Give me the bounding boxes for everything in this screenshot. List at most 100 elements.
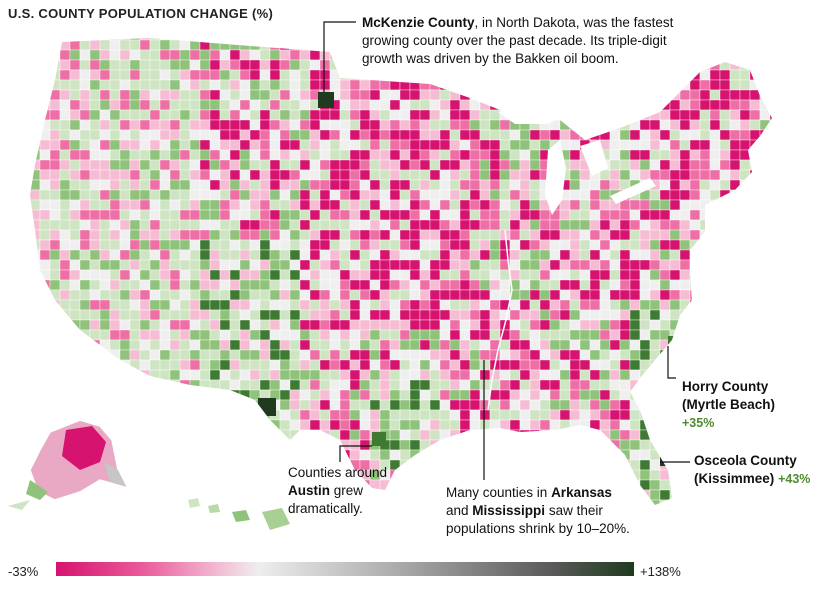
county-tile (419, 329, 431, 341)
county-tile (599, 109, 611, 121)
county-tile (649, 339, 661, 351)
county-tile (59, 149, 71, 161)
county-tile (309, 179, 321, 191)
county-tile (30, 209, 31, 221)
county-tile (439, 309, 451, 321)
county-tile (589, 339, 601, 351)
county-tile (49, 359, 61, 371)
county-tile (289, 269, 301, 281)
county-tile (429, 189, 441, 201)
county-tile (679, 189, 691, 201)
county-tile (759, 439, 771, 451)
county-tile (239, 419, 251, 431)
county-tile (589, 439, 601, 451)
county-tile (109, 79, 121, 91)
county-tile (599, 229, 611, 241)
mckenzie-annotation: McKenzie County, in North Dakota, was th… (362, 14, 673, 68)
county-tile (179, 339, 191, 351)
county-tile (49, 129, 61, 141)
county-tile (99, 369, 111, 381)
county-tile (639, 309, 651, 321)
county-tile (599, 269, 611, 281)
county-tile (579, 239, 591, 251)
county-tile (429, 459, 441, 471)
county-tile (489, 399, 501, 411)
county-tile (189, 209, 201, 221)
county-tile (189, 429, 201, 441)
county-tile (489, 169, 501, 181)
county-tile (489, 139, 501, 151)
county-tile (349, 209, 361, 221)
arkansas-line3: populations shrink by 10–20%. (446, 521, 630, 536)
county-tile (379, 449, 391, 461)
county-tile (629, 129, 641, 141)
county-tile (549, 269, 561, 281)
county-tile (109, 239, 121, 251)
county-tile (769, 499, 772, 505)
county-tile (199, 159, 211, 171)
county-tile (219, 229, 231, 241)
county-tile (239, 109, 251, 121)
county-tile (199, 379, 211, 391)
county-tile (269, 69, 281, 81)
county-tile (279, 99, 291, 111)
county-tile (729, 499, 741, 505)
county-tile (49, 159, 61, 171)
county-tile (319, 289, 331, 301)
county-tile (599, 319, 611, 331)
county-tile (709, 79, 721, 91)
county-tile (309, 69, 321, 81)
county-tile (279, 369, 291, 381)
county-tile (499, 379, 511, 391)
county-tile (439, 459, 451, 471)
county-tile (629, 249, 641, 261)
county-tile (689, 199, 701, 211)
county-tile (69, 359, 81, 371)
county-tile (659, 489, 671, 501)
county-tile (479, 359, 491, 371)
county-tile (499, 469, 511, 481)
county-tile (609, 319, 621, 331)
county-tile (629, 139, 641, 151)
county-tile (729, 279, 741, 291)
county-tile (539, 299, 551, 311)
county-tile (459, 349, 471, 361)
county-tile (649, 99, 661, 111)
county-tile (699, 219, 711, 231)
county-tile (79, 99, 91, 111)
county-tile (39, 299, 51, 311)
county-tile (269, 459, 281, 471)
county-tile (769, 259, 772, 271)
county-tile (439, 239, 451, 251)
county-tile (139, 49, 151, 61)
county-tile (669, 399, 681, 411)
county-tile (349, 379, 361, 391)
county-tile (199, 499, 211, 505)
county-tile (229, 89, 241, 101)
county-tile (769, 239, 772, 251)
county-tile (659, 209, 671, 221)
county-tile (769, 489, 772, 501)
county-tile (59, 79, 71, 91)
county-tile (129, 239, 141, 251)
county-tile (339, 109, 351, 121)
county-tile (269, 79, 281, 91)
county-tile (369, 269, 381, 281)
county-tile (689, 139, 701, 151)
county-tile (199, 169, 211, 181)
county-tile (449, 419, 461, 431)
county-tile (399, 499, 411, 505)
county-tile (319, 69, 331, 81)
county-tile (279, 269, 291, 281)
county-tile (459, 459, 471, 471)
county-tile (649, 459, 661, 471)
county-tile (419, 439, 431, 451)
county-tile (409, 359, 421, 371)
county-tile (229, 139, 241, 151)
county-tile (519, 339, 531, 351)
county-tile (89, 259, 101, 271)
county-tile (369, 409, 381, 421)
county-tile (30, 199, 31, 211)
county-tile (629, 79, 641, 91)
county-tile (139, 309, 151, 321)
